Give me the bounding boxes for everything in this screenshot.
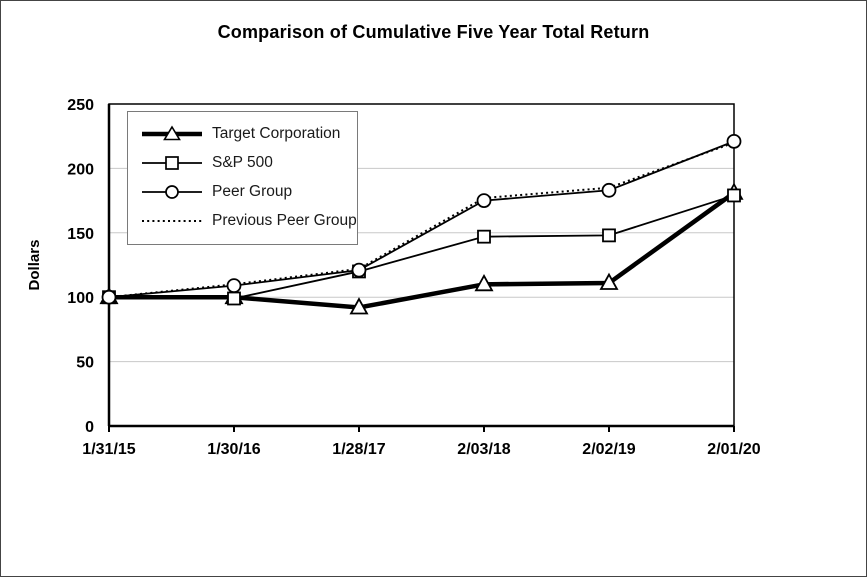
chart-legend: Target Corporation S&P 500 Peer Group Pr… xyxy=(127,111,358,245)
legend-label-target-corporation: Target Corporation xyxy=(212,124,341,142)
marker-square-s-p-500 xyxy=(227,291,241,306)
legend-item-previous-peer-group: Previous Peer Group xyxy=(140,206,357,235)
marker-square-s-p-500 xyxy=(602,228,616,243)
legend-marker-circle-icon xyxy=(165,184,179,199)
series-line-previous-peer-group xyxy=(108,141,735,299)
series-line-s-p-500 xyxy=(108,194,735,300)
marker-circle-peer-group xyxy=(476,193,492,209)
marker-circle-peer-group xyxy=(726,133,742,149)
x-axis-tick-label: 1/28/17 xyxy=(332,441,385,458)
sp500-line-sample-icon xyxy=(142,155,202,170)
legend-marker-triangle-icon xyxy=(163,124,181,140)
y-axis-tick-label: 100 xyxy=(67,290,94,307)
marker-circle-peer-group xyxy=(351,262,367,278)
marker-square-s-p-500 xyxy=(477,229,491,244)
previous-peer-group-line-sample-icon xyxy=(142,219,202,222)
marker-circle-peer-group xyxy=(101,289,117,305)
target-line-sample-icon xyxy=(142,124,202,140)
y-axis-tick-label: 150 xyxy=(67,226,94,243)
x-axis-tick-label: 1/30/16 xyxy=(207,441,260,458)
legend-label-peer-group: Peer Group xyxy=(212,182,293,200)
legend-marker-square-icon xyxy=(165,155,179,170)
marker-triangle-target-corporation xyxy=(599,272,619,290)
marker-square-s-p-500 xyxy=(727,188,741,203)
x-axis-tick-label: 2/01/20 xyxy=(707,441,760,458)
peer-group-line-sample-icon xyxy=(142,184,202,199)
x-axis-tick-label: 2/02/19 xyxy=(582,441,635,458)
marker-circle-peer-group xyxy=(601,182,617,198)
legend-item-sp500: S&P 500 xyxy=(140,148,351,177)
legend-item-target-corporation: Target Corporation xyxy=(140,119,351,148)
y-axis-tick-label: 50 xyxy=(76,355,94,372)
marker-triangle-target-corporation xyxy=(349,297,369,315)
y-axis-tick-label: 0 xyxy=(85,419,94,436)
x-axis-tick-label: 2/03/18 xyxy=(457,441,510,458)
y-axis-tick-label: 250 xyxy=(67,97,94,114)
chart-title: Comparison of Cumulative Five Year Total… xyxy=(217,22,650,42)
legend-label-sp500: S&P 500 xyxy=(212,153,273,171)
legend-label-previous-peer-group: Previous Peer Group xyxy=(212,211,357,229)
marker-circle-peer-group xyxy=(226,278,242,294)
y-axis-tick-label: 200 xyxy=(67,161,94,178)
y-axis-title: Dollars xyxy=(26,240,43,291)
series-line-peer-group xyxy=(108,140,735,299)
series-line-target-corporation xyxy=(109,191,736,310)
x-axis-tick-label: 1/31/15 xyxy=(82,441,135,458)
legend-item-peer-group: Peer Group xyxy=(140,177,351,206)
marker-triangle-target-corporation xyxy=(474,273,494,292)
